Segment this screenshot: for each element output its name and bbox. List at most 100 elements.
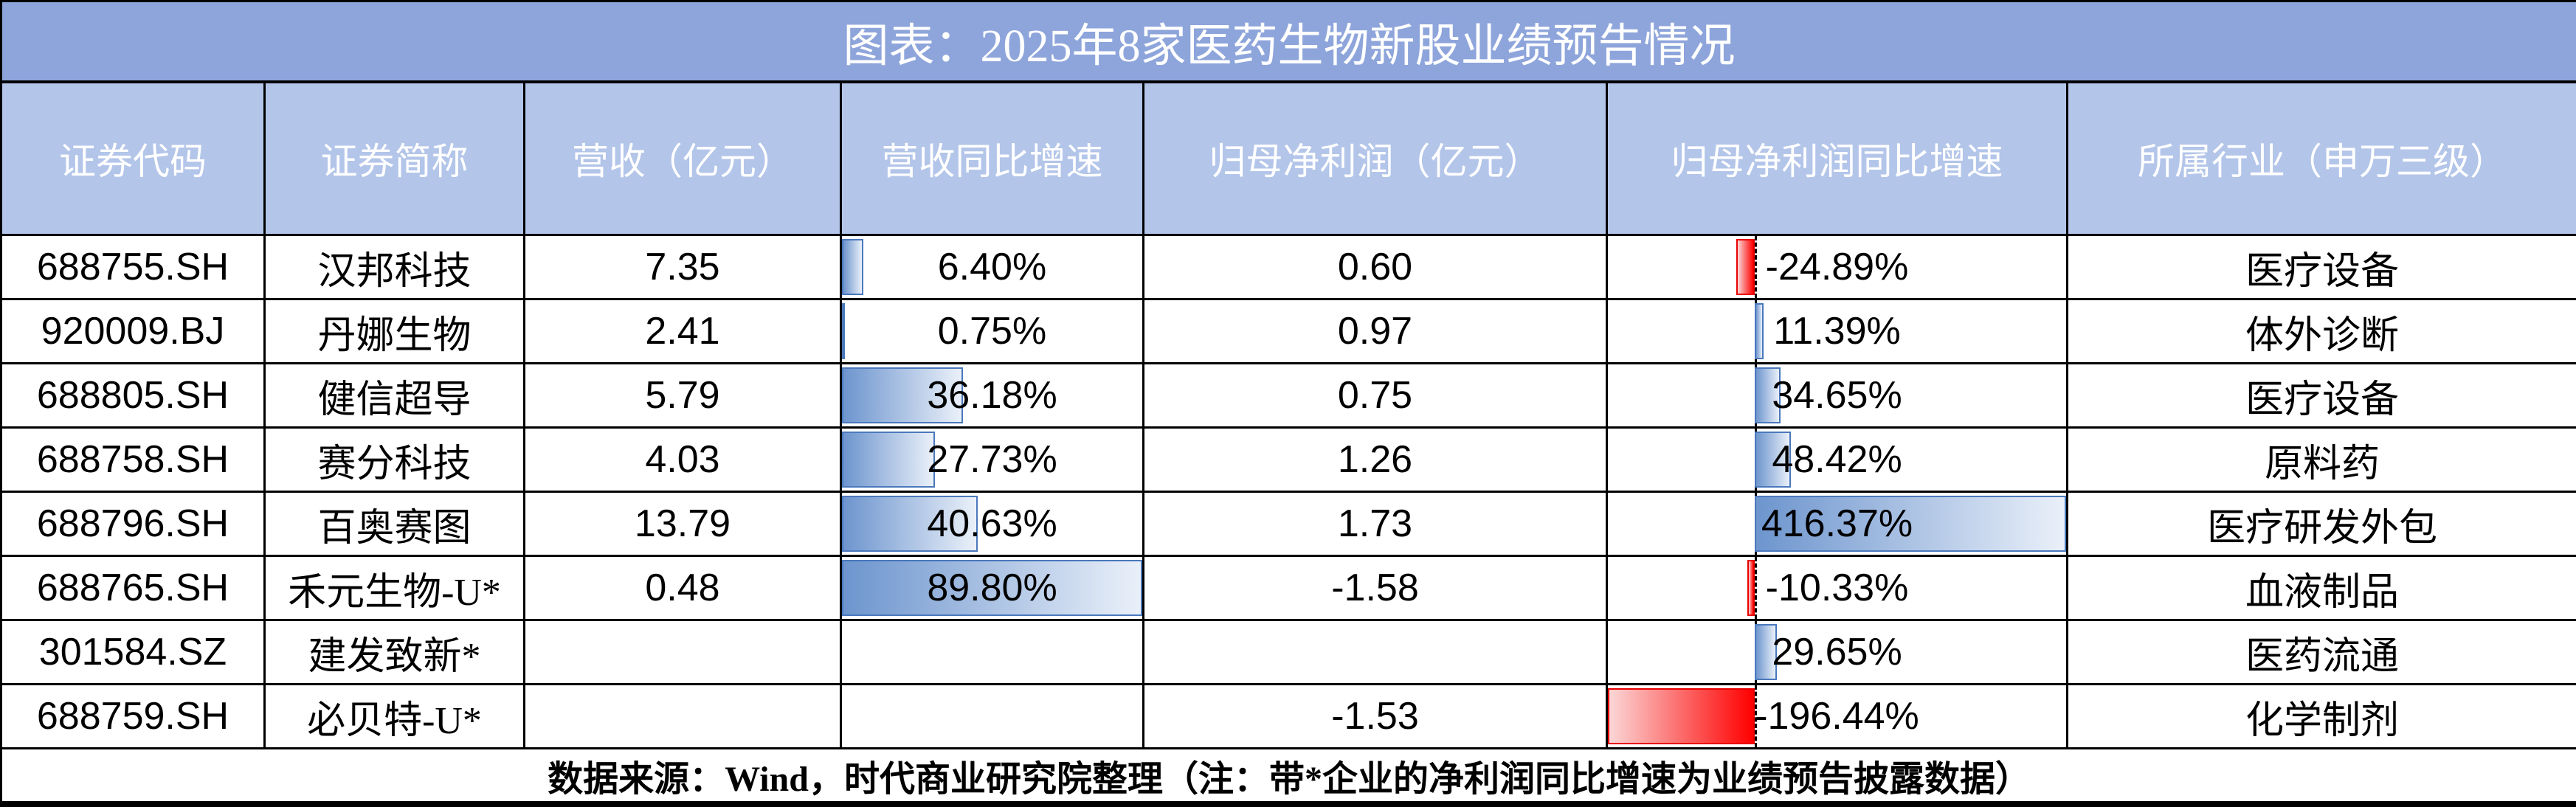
- profit-growth-cell: -196.44%: [1607, 685, 2068, 749]
- profit-growth-value: 11.39%: [1773, 310, 1901, 353]
- rev-growth-bar: [842, 303, 845, 359]
- profit-value: 0.97: [1338, 310, 1412, 353]
- code-cell: 688755.SH: [1, 235, 265, 299]
- code-cell: 688758.SH: [1, 428, 265, 492]
- profit-growth-value: -10.33%: [1766, 567, 1909, 609]
- industry-cell: 化学制剂: [2068, 685, 2576, 749]
- table-row: 688758.SH 赛分科技 4.03 27.73% 1.26 48.42% 原…: [1, 428, 2576, 492]
- profit-growth-value: 48.42%: [1772, 438, 1902, 481]
- profit-growth-cell: -10.33%: [1607, 556, 2068, 620]
- security-name: 丹娜生物: [317, 315, 471, 357]
- revenue-value: 0.48: [645, 567, 719, 609]
- name-cell: 健信超导: [265, 364, 525, 428]
- revenue-cell: 4.03: [525, 428, 841, 492]
- profit-cell: 1.73: [1144, 492, 1607, 556]
- rev-growth-cell: 0.75%: [841, 299, 1144, 364]
- revenue-cell: [525, 620, 841, 685]
- revenue-value: 5.79: [645, 374, 719, 417]
- profit-axis-line: [1755, 557, 1757, 619]
- industry-value: 血液制品: [2245, 572, 2399, 614]
- security-code: 688765.SH: [37, 567, 229, 609]
- security-code: 688758.SH: [37, 438, 229, 481]
- revenue-cell: 0.48: [525, 556, 841, 620]
- security-name: 建发致新*: [308, 636, 480, 678]
- rev-growth-value: 27.73%: [927, 438, 1057, 481]
- security-code: 920009.BJ: [41, 310, 225, 353]
- col-header-name: 证券简称: [265, 82, 525, 235]
- name-cell: 汉邦科技: [265, 235, 525, 299]
- industry-value: 化学制剂: [2245, 700, 2399, 742]
- name-cell: 百奥赛图: [265, 492, 525, 556]
- profit-cell: 0.75: [1144, 364, 1607, 428]
- industry-cell: 医疗设备: [2068, 235, 2576, 299]
- profit-cell: -1.58: [1144, 556, 1607, 620]
- rev-growth-value: 40.63%: [927, 502, 1057, 545]
- security-code: 301584.SZ: [39, 631, 227, 673]
- profit-growth-cell: 11.39%: [1607, 299, 2068, 364]
- table-row: 688759.SH 必贝特-U* -1.53 -196.44% 化学制剂: [1, 685, 2576, 749]
- profit-growth-bar: [1755, 303, 1764, 359]
- industry-cell: 原料药: [2068, 428, 2576, 492]
- profit-growth-value: -196.44%: [1755, 695, 1919, 738]
- security-name: 百奥赛图: [317, 508, 471, 550]
- industry-value: 医疗设备: [2245, 251, 2399, 293]
- code-cell: 688805.SH: [1, 364, 265, 428]
- security-code: 688796.SH: [37, 502, 229, 545]
- profit-cell: 1.26: [1144, 428, 1607, 492]
- industry-value: 医疗设备: [2245, 379, 2399, 421]
- profit-growth-cell: 416.37%: [1607, 492, 2068, 556]
- security-name: 必贝特-U*: [307, 700, 482, 742]
- security-code: 688755.SH: [37, 246, 229, 288]
- table-row: 688755.SH 汉邦科技 7.35 6.40% 0.60 -24.89% 医…: [1, 235, 2576, 299]
- profit-value: -1.58: [1331, 567, 1419, 609]
- revenue-value: 13.79: [635, 502, 731, 545]
- security-name: 健信超导: [317, 379, 471, 421]
- profit-value: -1.53: [1331, 695, 1419, 738]
- profit-cell: 0.97: [1144, 299, 1607, 364]
- security-name: 禾元生物-U*: [288, 572, 501, 614]
- profit-growth-value: 29.65%: [1772, 631, 1902, 673]
- col-header-rev-growth: 营收同比增速: [841, 82, 1144, 235]
- col-header-profit-growth: 归母净利润同比增速: [1607, 82, 2068, 235]
- revenue-value: 4.03: [645, 438, 719, 481]
- industry-cell: 医疗研发外包: [2068, 492, 2576, 556]
- table-row: 301584.SZ 建发致新* 29.65% 医药流通: [1, 620, 2576, 685]
- revenue-value: 2.41: [645, 310, 719, 353]
- revenue-cell: 7.35: [525, 235, 841, 299]
- figure-title: 图表：2025年8家医药生物新股业绩预告情况: [1, 1, 2576, 83]
- title-row: 图表：2025年8家医药生物新股业绩预告情况: [1, 1, 2576, 83]
- revenue-cell: [525, 685, 841, 749]
- profit-growth-bar: [1747, 560, 1755, 616]
- rev-growth-cell: 27.73%: [841, 428, 1144, 492]
- industry-value: 医疗研发外包: [2207, 508, 2437, 550]
- name-cell: 建发致新*: [265, 620, 525, 685]
- profit-cell: -1.53: [1144, 685, 1607, 749]
- security-code: 688805.SH: [37, 374, 229, 417]
- rev-growth-cell: 36.18%: [841, 364, 1144, 428]
- security-name: 赛分科技: [317, 443, 471, 485]
- profit-growth-value: 416.37%: [1761, 502, 1913, 545]
- data-source-note: 数据来源：Wind，时代商业研究院整理（注：带*企业的净利润同比增速为业绩预告披…: [1, 749, 2576, 805]
- profit-cell: [1144, 620, 1607, 685]
- profit-growth-cell: 34.65%: [1607, 364, 2068, 428]
- revenue-cell: 13.79: [525, 492, 841, 556]
- profit-growth-value: 34.65%: [1772, 374, 1902, 417]
- security-code: 688759.SH: [37, 695, 229, 738]
- rev-growth-bar: [842, 432, 935, 488]
- table-row: 688765.SH 禾元生物-U* 0.48 89.80% -1.58 -10.…: [1, 556, 2576, 620]
- footer-row: 数据来源：Wind，时代商业研究院整理（注：带*企业的净利润同比增速为业绩预告披…: [1, 749, 2576, 805]
- rev-growth-cell: [841, 685, 1144, 749]
- industry-value: 体外诊断: [2245, 315, 2399, 357]
- profit-cell: 0.60: [1144, 235, 1607, 299]
- col-header-industry: 所属行业（申万三级）: [2068, 82, 2576, 235]
- header-row: 证券代码 证券简称 营收（亿元） 营收同比增速 归母净利润（亿元） 归母净利润同…: [1, 82, 2576, 235]
- name-cell: 丹娜生物: [265, 299, 525, 364]
- industry-cell: 医药流通: [2068, 620, 2576, 685]
- profit-value: 1.73: [1338, 502, 1412, 545]
- security-name: 汉邦科技: [317, 251, 471, 293]
- col-header-profit: 归母净利润（亿元）: [1144, 82, 1607, 235]
- revenue-cell: 2.41: [525, 299, 841, 364]
- table-row: 688805.SH 健信超导 5.79 36.18% 0.75 34.65% 医…: [1, 364, 2576, 428]
- code-cell: 688759.SH: [1, 685, 265, 749]
